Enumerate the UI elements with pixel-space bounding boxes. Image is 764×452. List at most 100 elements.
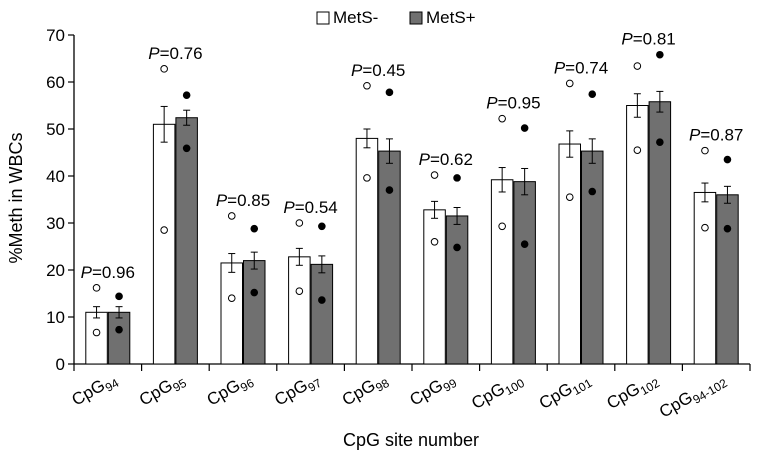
- p-value: =0.95: [498, 94, 541, 113]
- bar-mets-minus: [86, 312, 108, 364]
- x-tick-label: CpG98: [339, 369, 392, 412]
- x-tick-label: CpG101: [536, 369, 595, 416]
- max-point: [364, 82, 371, 89]
- p-symbol: P: [283, 198, 295, 217]
- y-tick-label: 70: [46, 26, 65, 45]
- min-point: [454, 244, 461, 251]
- min-point: [702, 224, 709, 231]
- p-value-label: P=0.85: [216, 191, 270, 210]
- bars-layer: [86, 51, 738, 364]
- p-symbol: P: [148, 44, 160, 63]
- p-symbol: P: [621, 30, 633, 49]
- max-point: [499, 115, 506, 122]
- bar-mets-plus: [108, 312, 130, 364]
- bar-mets-plus: [176, 118, 198, 364]
- bar-mets-minus: [491, 180, 513, 364]
- max-point: [702, 147, 709, 154]
- x-tick-label-sub: 94-102: [690, 376, 730, 407]
- p-value: =0.96: [92, 263, 135, 282]
- p-symbol: P: [419, 150, 431, 169]
- legend-swatch-mets-minus: [317, 12, 329, 24]
- max-point: [296, 220, 303, 227]
- max-point: [116, 293, 123, 300]
- min-point: [386, 187, 393, 194]
- bar-mets-plus: [244, 261, 266, 364]
- min-point: [319, 297, 326, 304]
- x-tick-label: CpG94-102: [656, 369, 730, 424]
- min-point: [93, 329, 100, 336]
- x-tick-label-base: CpG: [204, 376, 244, 410]
- p-symbol: P: [554, 58, 566, 77]
- p-value: =0.87: [700, 126, 743, 145]
- legend-label-mets-plus: MetS+: [426, 8, 476, 27]
- max-point: [589, 91, 596, 98]
- bar-mets-plus: [446, 216, 468, 364]
- max-point: [386, 89, 393, 96]
- p-value-label: P=0.87: [689, 126, 743, 145]
- p-value: =0.54: [295, 198, 338, 217]
- p-value: =0.45: [362, 61, 405, 80]
- x-tick-label-base: CpG: [68, 376, 108, 410]
- bar-mets-plus: [514, 182, 536, 364]
- x-tick-label-base: CpG: [536, 379, 576, 413]
- bar-mets-minus: [289, 257, 311, 364]
- min-point: [364, 175, 371, 182]
- y-tick-label: 0: [56, 355, 65, 374]
- min-point: [251, 289, 258, 296]
- max-point: [161, 66, 168, 73]
- bar-mets-minus: [153, 124, 175, 364]
- bar-mets-minus: [627, 106, 649, 365]
- p-symbol: P: [486, 94, 498, 113]
- p-value: =0.76: [160, 44, 203, 63]
- x-tick-label-base: CpG: [406, 376, 446, 410]
- p-value-label: P=0.96: [81, 263, 135, 282]
- legend-swatch-mets-plus: [410, 12, 422, 24]
- p-value-label: P=0.54: [283, 198, 337, 217]
- x-tick-label: CpG99: [406, 369, 459, 412]
- max-point: [521, 125, 528, 132]
- bar-mets-minus: [559, 144, 581, 364]
- x-tick-label-base: CpG: [603, 379, 643, 413]
- y-tick-label: 10: [46, 308, 65, 327]
- bar-mets-minus: [694, 192, 716, 364]
- x-tick-label: CpG94: [68, 369, 121, 412]
- p-value-label: P=0.81: [621, 30, 675, 49]
- legend-label-mets-minus: MetS-: [333, 8, 378, 27]
- y-tick-label: 30: [46, 214, 65, 233]
- bar-mets-minus: [424, 210, 446, 364]
- max-point: [454, 175, 461, 182]
- p-value-label: P=0.62: [419, 150, 473, 169]
- min-point: [296, 288, 303, 295]
- min-point: [521, 241, 528, 248]
- max-point: [251, 225, 258, 232]
- max-point: [657, 51, 664, 58]
- x-tick-label: CpG96: [204, 369, 257, 412]
- min-point: [589, 188, 596, 195]
- max-point: [634, 63, 641, 70]
- bar-mets-plus: [717, 195, 739, 364]
- x-axis-title: CpG site number: [343, 430, 479, 450]
- legend: MetS- MetS+: [317, 8, 476, 27]
- x-tick-label: CpG97: [271, 369, 324, 412]
- p-value-label: P=0.76: [148, 44, 202, 63]
- min-point: [161, 227, 168, 234]
- min-point: [657, 139, 664, 146]
- x-tick-label-base: CpG: [656, 388, 696, 422]
- p-value-label: P=0.95: [486, 94, 540, 113]
- p-symbol: P: [216, 191, 228, 210]
- max-point: [93, 285, 100, 292]
- min-point: [634, 147, 641, 154]
- min-point: [116, 326, 123, 333]
- bar-mets-minus: [356, 138, 378, 364]
- max-point: [431, 172, 438, 179]
- p-value-label: P=0.74: [554, 58, 608, 77]
- bar-mets-plus: [379, 151, 401, 364]
- max-point: [228, 213, 235, 220]
- x-tick-label-base: CpG: [271, 376, 311, 410]
- y-axis-title: %Meth in WBCs: [6, 132, 26, 263]
- x-tick-label-base: CpG: [136, 376, 176, 410]
- min-point: [566, 194, 573, 201]
- y-tick-label: 40: [46, 167, 65, 186]
- p-value: =0.74: [565, 58, 608, 77]
